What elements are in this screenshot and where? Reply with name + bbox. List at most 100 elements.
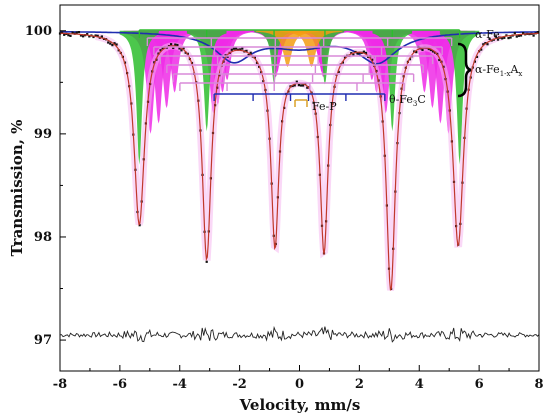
alloy-curly-brace <box>457 42 472 98</box>
data-point <box>245 49 248 52</box>
alloy-peak-2-5 <box>405 30 460 109</box>
fe-p-label: Fe-P <box>312 100 337 113</box>
data-point <box>515 35 518 38</box>
data-point <box>302 84 305 87</box>
data-point <box>88 35 91 38</box>
data-point <box>96 34 99 37</box>
data-point <box>172 46 175 49</box>
x-tick-label: -4 <box>173 377 187 392</box>
bar-diagram-layer <box>138 29 461 107</box>
data-point <box>94 34 97 37</box>
data-point <box>82 35 85 38</box>
data-point <box>509 36 512 39</box>
y-tick-label: 98 <box>34 230 52 245</box>
data-point <box>205 260 208 263</box>
x-tick-label: 8 <box>534 377 543 392</box>
x-tick-label: -2 <box>232 377 246 392</box>
data-point <box>180 49 183 52</box>
data-point <box>115 43 118 46</box>
data-point <box>63 33 66 36</box>
alloy-peak-3-3 <box>292 30 347 59</box>
data-point <box>109 42 112 45</box>
data-point <box>232 47 235 50</box>
data-point <box>159 49 162 52</box>
data-point <box>293 84 296 87</box>
data-point <box>501 37 504 40</box>
data-point <box>486 43 489 46</box>
data-point <box>503 36 506 39</box>
alloy-peak-0-4 <box>358 30 413 114</box>
data-point <box>77 31 80 34</box>
fe3c-label-main: θ-Fe <box>389 93 413 106</box>
alloy-peak-3-2 <box>252 30 307 59</box>
alloy-peak-0-1 <box>186 30 241 114</box>
data-point <box>507 37 510 40</box>
alpha-fe-peak-4 <box>372 30 413 132</box>
alloy-label-mid: A <box>509 63 519 76</box>
alpha-fe-peak-2 <box>254 30 294 85</box>
data-point <box>358 51 361 54</box>
data-point <box>367 55 370 58</box>
alpha-fe-label: α-Fe <box>475 28 500 41</box>
alpha-fe-alloy-label: α-Fe1-xAx <box>475 63 522 78</box>
data-point <box>496 38 500 41</box>
data-point <box>113 42 116 45</box>
alpha-fe-peak-5 <box>439 30 480 165</box>
data-point <box>161 47 164 50</box>
data-point <box>253 56 256 59</box>
x-tick-label: -8 <box>53 377 67 392</box>
fe3c-label-end: C <box>417 93 425 106</box>
data-point <box>343 56 347 59</box>
x-tick-label: 4 <box>415 377 424 392</box>
data-point <box>408 58 412 61</box>
data-point <box>100 35 103 38</box>
alloy-label-main: α-Fe <box>475 63 500 76</box>
data-point <box>431 50 435 53</box>
data-point <box>480 48 483 51</box>
data-point <box>92 35 95 39</box>
data-point <box>517 34 520 37</box>
theta-fe3c-label: θ-Fe3C <box>389 93 426 108</box>
data-point <box>71 31 74 34</box>
data-point <box>427 47 430 51</box>
data-point <box>513 32 516 35</box>
y-tick-label: 97 <box>34 333 52 348</box>
data-point <box>69 34 72 37</box>
data-point <box>182 47 185 50</box>
data-point <box>138 224 141 227</box>
alpha-fe-peak-0 <box>119 30 160 165</box>
alloy-peak-1-4 <box>354 30 409 105</box>
data-point <box>522 32 525 35</box>
data-point <box>79 34 83 37</box>
data-point <box>178 47 181 50</box>
data-point <box>429 48 432 52</box>
data-point <box>438 58 441 62</box>
subspectra-layer <box>95 30 503 292</box>
data-point <box>234 47 238 50</box>
data-point <box>482 43 485 46</box>
data-point <box>170 43 173 46</box>
data-point <box>297 84 300 87</box>
data-point <box>86 33 89 36</box>
y-axis-title: Transmission, % <box>8 120 26 257</box>
data-point <box>532 34 535 37</box>
data-point <box>241 47 244 50</box>
residual-line <box>59 325 540 343</box>
data-point <box>67 34 70 37</box>
data-point <box>111 44 114 47</box>
data-point <box>174 43 177 46</box>
data-point <box>230 48 233 51</box>
data-point <box>505 34 508 37</box>
alloy-peak-1-0 <box>131 30 186 124</box>
data-point <box>494 35 497 38</box>
data-point <box>295 80 298 83</box>
data-point <box>299 84 303 87</box>
y-tick-label: 99 <box>34 127 52 142</box>
points-layer <box>58 31 539 290</box>
data-point <box>176 43 179 47</box>
alloy-label-sub1: 1-x <box>500 70 511 78</box>
alpha-fe-peak-1 <box>186 30 227 132</box>
data-point <box>249 51 252 54</box>
data-point <box>239 48 242 51</box>
